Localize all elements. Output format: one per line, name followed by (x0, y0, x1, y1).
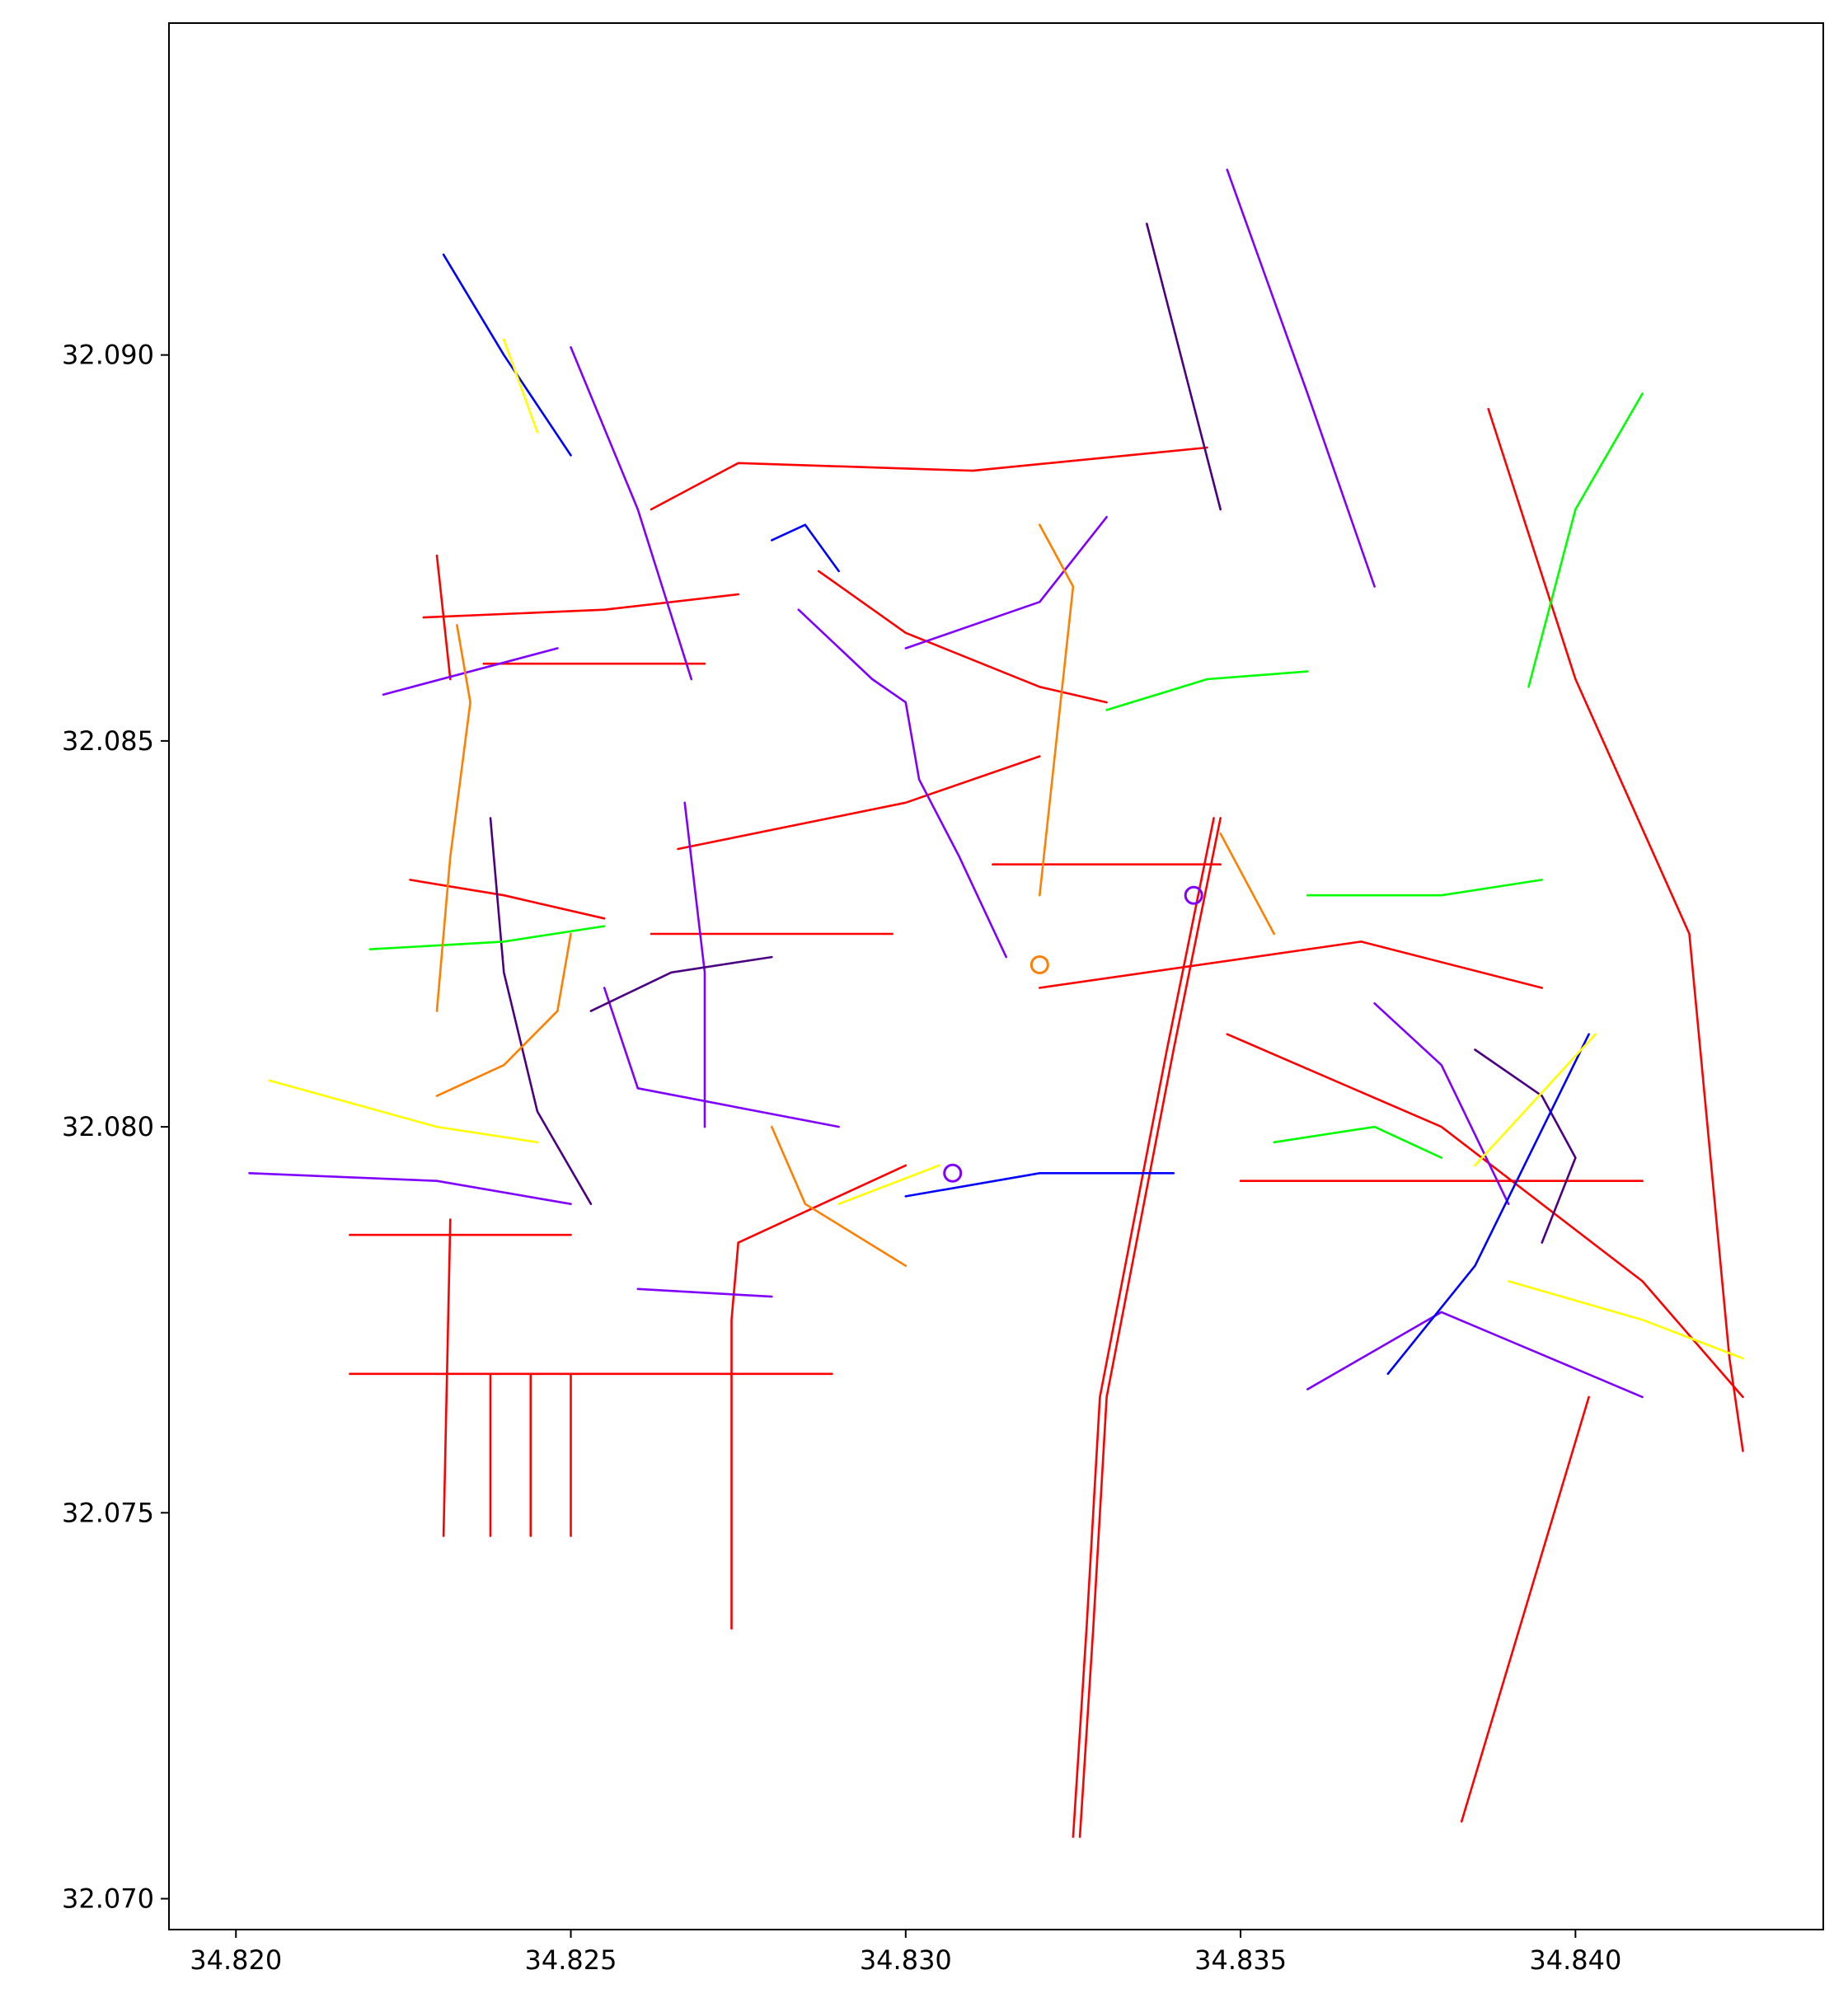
road-segment-orange (435, 624, 471, 1012)
x-tick-label: 34.825 (525, 1944, 617, 1976)
roundabout-marker (943, 1163, 963, 1183)
roundabout-marker (1184, 885, 1203, 905)
road-segments (248, 168, 1744, 1838)
y-axis: 32.070 32.075 32.080 32.085 32.090 (62, 340, 169, 1915)
road-segment-red (409, 879, 606, 920)
road-segment-purple (382, 647, 559, 696)
roundabout-marker (1030, 955, 1049, 974)
road-segment-red (730, 1241, 740, 1630)
road-segment-blue (770, 523, 840, 573)
road-segment-purple (1306, 1311, 1644, 1399)
road-segment-yellow (268, 1079, 539, 1144)
road-segment-red (442, 1218, 452, 1537)
x-tick-label: 34.835 (1194, 1944, 1287, 1976)
x-axis: 34.820 34.825 34.830 34.835 34.840 (190, 1930, 1621, 1976)
road-segment-orange (770, 1125, 908, 1267)
road-segment-dark_purple (1146, 223, 1222, 511)
y-tick-label: 32.090 (62, 340, 154, 371)
road-segment-dark_purple (589, 955, 773, 1012)
y-tick-label: 32.075 (62, 1497, 154, 1528)
road-segment-purple (603, 987, 840, 1128)
plot-frame (168, 22, 1824, 1930)
road-segment-blue (1386, 1033, 1590, 1376)
road-segment-purple (1226, 168, 1376, 588)
road-segment-red (1487, 407, 1744, 1452)
road-segment-dark_purple (489, 817, 593, 1205)
road-segment-yellow (1474, 1033, 1597, 1167)
road-segment-green (1105, 670, 1309, 711)
road-segment-green (368, 925, 606, 950)
road-segment-red (677, 755, 1041, 851)
road-segment-yellow (502, 338, 539, 434)
road-segment-orange (435, 932, 572, 1097)
road-segment-red (1078, 817, 1222, 1838)
road-segment-green (1527, 392, 1644, 688)
x-tick-label: 34.830 (860, 1944, 952, 1976)
road-segment-purple (683, 801, 706, 1128)
x-tick-label: 34.820 (190, 1944, 282, 1976)
road-segment-green (1273, 1125, 1443, 1159)
y-tick-label: 32.070 (62, 1883, 154, 1915)
road-segment-purple (797, 608, 1007, 959)
road-segment-purple (904, 515, 1108, 650)
road-segment-red (817, 570, 1108, 704)
road-segment-blue (442, 253, 572, 457)
road-segment-purple (570, 345, 693, 681)
road-segment-red (422, 593, 740, 619)
road-segment-purple (248, 1172, 572, 1205)
road-segment-red (650, 446, 1208, 511)
road-segment-orange (1219, 832, 1275, 936)
x-tick-label: 34.840 (1529, 1944, 1621, 1976)
road-segment-yellow (1507, 1280, 1744, 1360)
y-tick-label: 32.080 (62, 1111, 154, 1142)
roundabout-markers (943, 885, 1203, 1183)
y-tick-label: 32.085 (62, 725, 154, 757)
road-segment-green (1306, 879, 1543, 897)
road-segment-red (737, 1164, 908, 1244)
road-segment-blue (904, 1172, 1175, 1198)
road-segment-red (1460, 1395, 1590, 1823)
road-segment-red (1039, 940, 1543, 989)
road-segment-purple (636, 1287, 773, 1298)
road-segment-red (435, 554, 452, 681)
road-segment-red (1072, 817, 1215, 1838)
road-segment-purple (1373, 1002, 1510, 1205)
road-segment-orange (1039, 523, 1075, 897)
road-segment-yellow (837, 1164, 940, 1205)
road-segment-dark_purple (1474, 1048, 1577, 1244)
